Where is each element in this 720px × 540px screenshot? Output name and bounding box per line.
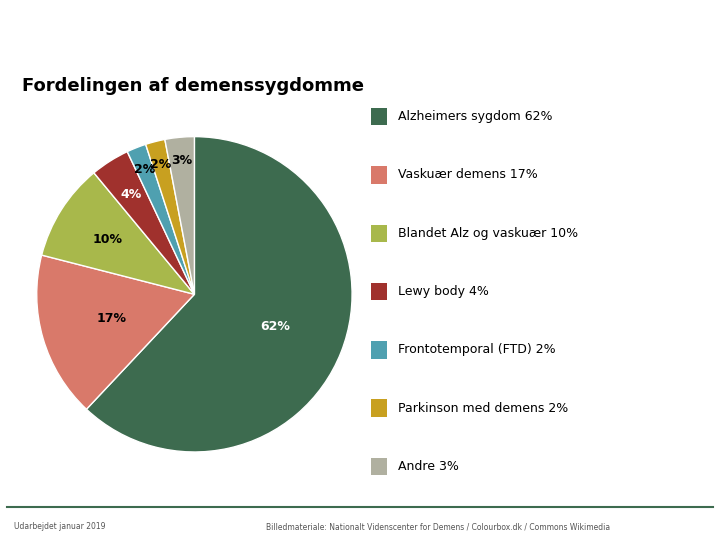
Text: Alzheimers sygdom 62%: Alzheimers sygdom 62% [397, 110, 552, 123]
Bar [371, 458, 387, 475]
Wedge shape [127, 144, 194, 294]
Text: Parkinson med demens 2%: Parkinson med demens 2% [397, 402, 568, 415]
Bar [371, 166, 387, 184]
Bar [371, 283, 387, 300]
Wedge shape [94, 152, 194, 294]
Wedge shape [42, 173, 194, 294]
Bar [371, 108, 387, 125]
Text: Udarbejdet januar 2019: Udarbejdet januar 2019 [14, 522, 106, 531]
Bar [371, 225, 387, 242]
Text: Vaskuær demens 17%: Vaskuær demens 17% [397, 168, 538, 181]
Text: Billedmateriale: Nationalt Videnscenter for Demens / Colourbox.dk / Commons Wiki: Billedmateriale: Nationalt Videnscenter … [266, 522, 611, 531]
Text: 3%: 3% [171, 154, 192, 167]
Text: Frontotemporal (FTD) 2%: Frontotemporal (FTD) 2% [397, 343, 555, 356]
Text: 62%: 62% [260, 320, 290, 333]
Text: 10%: 10% [93, 233, 123, 246]
Bar [371, 341, 387, 359]
Text: Andre 3%: Andre 3% [397, 460, 459, 473]
Text: Fordelingen af demenssygdomme: Fordelingen af demenssygdomme [22, 77, 364, 96]
Wedge shape [86, 137, 352, 452]
Text: Lewy body 4%: Lewy body 4% [397, 285, 489, 298]
Wedge shape [145, 139, 194, 294]
Wedge shape [165, 137, 194, 294]
Wedge shape [37, 255, 194, 409]
Text: 4%: 4% [120, 188, 142, 201]
Text: 2%: 2% [150, 158, 171, 171]
Text: 2%: 2% [135, 163, 156, 176]
Text: Blandet Alz og vaskuær 10%: Blandet Alz og vaskuær 10% [397, 227, 578, 240]
Bar [371, 400, 387, 417]
Text: De hyppigste demenssygdomme: De hyppigste demenssygdomme [18, 18, 477, 42]
Text: 17%: 17% [96, 312, 126, 325]
